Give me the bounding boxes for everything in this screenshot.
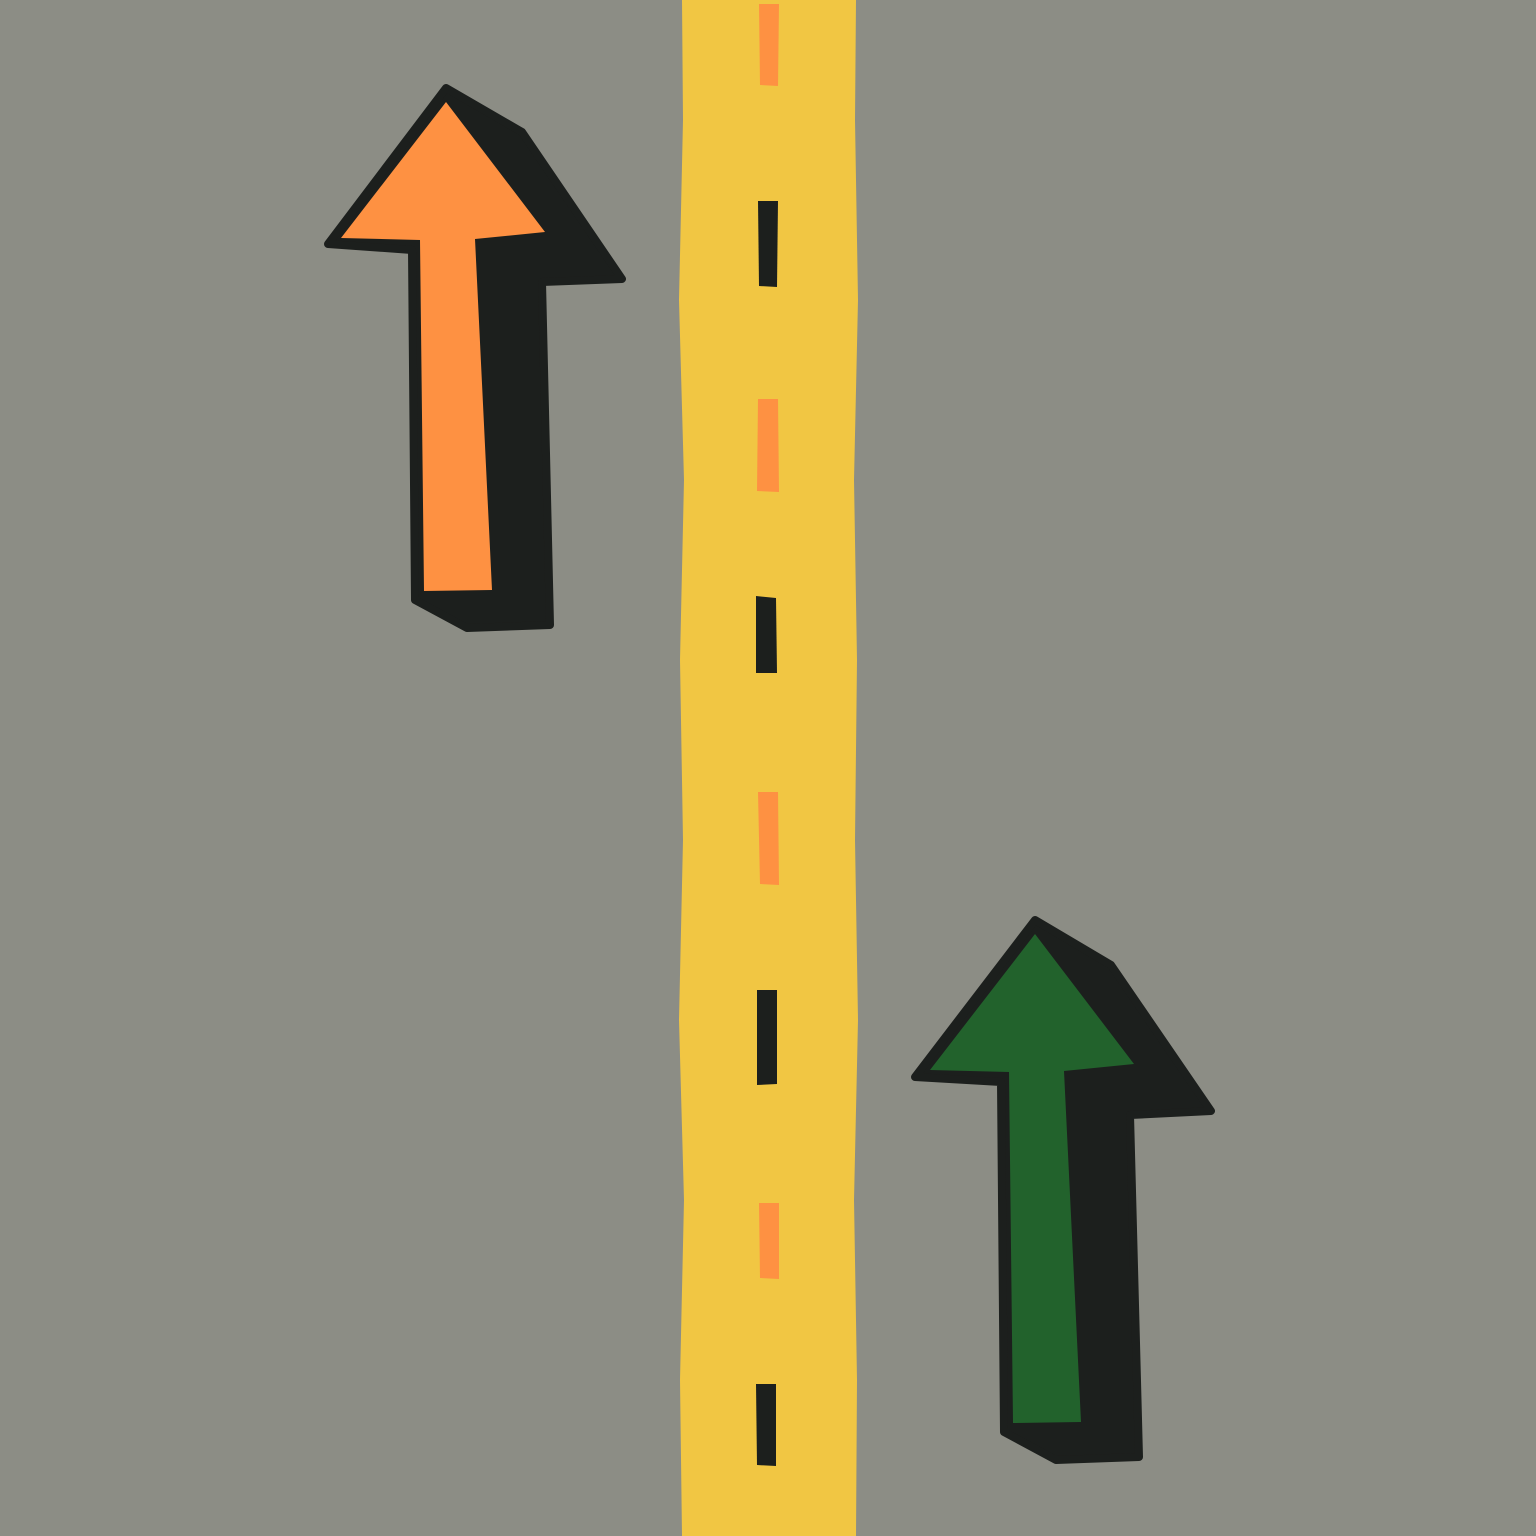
arrow-up-icon — [930, 934, 1134, 1423]
median-dash — [756, 596, 777, 673]
median-dash — [756, 1384, 776, 1466]
left-lane-arrow — [324, 84, 626, 632]
median-dash — [758, 792, 779, 885]
median-dashes — [756, 4, 779, 1466]
median-dash — [758, 201, 778, 287]
arrow-up-icon — [341, 102, 545, 591]
median-dash — [759, 1203, 779, 1279]
right-lane-arrow — [911, 916, 1215, 1464]
median-dash — [757, 399, 779, 492]
median-dash — [759, 4, 779, 86]
median-strip — [679, 0, 858, 1536]
median-dash — [757, 990, 777, 1085]
